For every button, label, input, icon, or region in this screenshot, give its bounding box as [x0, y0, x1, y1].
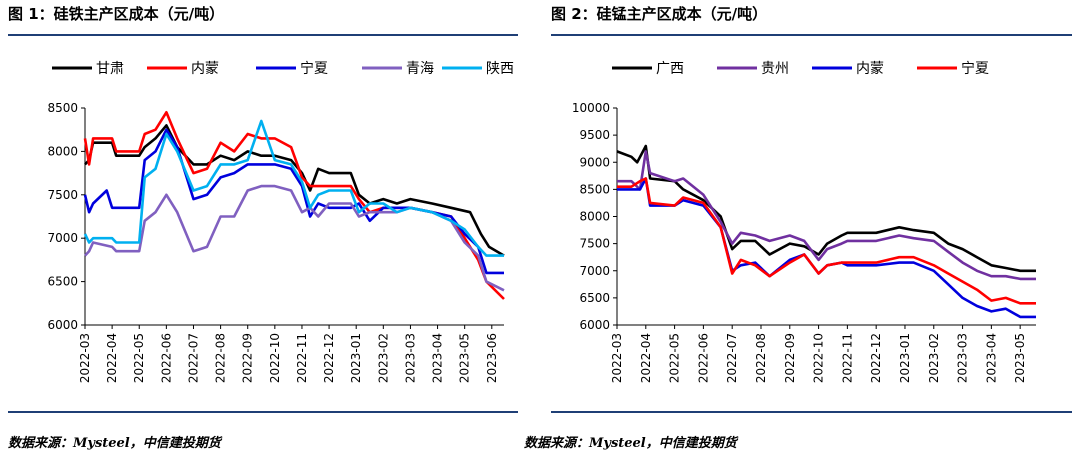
- y-tick-label: 8500: [579, 182, 610, 196]
- y-tick-label: 9000: [579, 155, 610, 169]
- x-tick-label: 2022-09: [241, 333, 255, 383]
- y-tick-label: 6000: [579, 318, 610, 332]
- y-tick-label: 8500: [47, 101, 78, 115]
- x-tick-label: 2022-08: [754, 333, 768, 383]
- y-tick-label: 6500: [47, 275, 78, 289]
- x-tick-label: 2022-07: [725, 333, 739, 383]
- series-line-广西: [616, 144, 1036, 273]
- chart1-source: 数据来源：Mysteel，中信建投期货: [8, 436, 221, 451]
- x-tick-label: 2022-11: [840, 333, 854, 383]
- x-tick-label: 2022-11: [295, 333, 309, 383]
- x-tick-label: 2023-02: [927, 333, 941, 383]
- chart2: 6000 6500 7000 7500 8000 8500 9000 9500 10000 202…: [572, 60, 1036, 383]
- x-tick-label: 2023-03: [956, 333, 970, 383]
- chart1: 6000 6500 7000 7500 8000 8500 2022-03 2022-04 20…: [47, 60, 514, 383]
- x-tick-label: 2023-01: [898, 333, 912, 383]
- x-tick-label: 2023-04: [984, 333, 998, 383]
- legend-label: 青海: [406, 61, 434, 77]
- y-tick-label: 7500: [579, 237, 610, 251]
- chart1-title: 图 1：硅铁主产区成本（元/吨）: [8, 5, 225, 23]
- y-tick-label: 8000: [579, 210, 610, 224]
- x-tick-label: 2022-05: [668, 333, 682, 383]
- x-tick-label: 2022-10: [268, 333, 282, 383]
- chart2-title: 图 2：硅锰主产区成本（元/吨）: [551, 5, 768, 23]
- y-tick-label: 10000: [572, 101, 610, 115]
- x-tick-label: 2022-07: [186, 333, 200, 383]
- legend-label: 内蒙: [856, 61, 884, 77]
- y-tick-label: 6000: [47, 318, 78, 332]
- x-tick-label: 2023-02: [376, 333, 390, 383]
- chart2-bottom-rule: [551, 411, 1072, 413]
- legend-label: 宁夏: [300, 60, 328, 77]
- x-tick-label: 2023-04: [431, 333, 445, 383]
- y-tick-label: 7000: [47, 231, 78, 245]
- x-tick-label: 2023-03: [403, 333, 417, 383]
- chart2-source: 数据来源：Mysteel，中信建投期货: [524, 436, 737, 451]
- chart1-title-rule: [8, 34, 518, 36]
- y-tick-label: 6500: [579, 291, 610, 305]
- series-line-宁夏: [83, 128, 504, 275]
- x-tick-label: 2022-12: [322, 333, 336, 383]
- series-line-青海: [84, 184, 505, 292]
- legend-label: 陕西: [486, 61, 514, 77]
- x-tick-label: 2022-04: [639, 333, 653, 383]
- chart1-bottom-rule: [8, 411, 518, 413]
- legend-label: 甘肃: [96, 61, 124, 77]
- x-tick-label: 2022-05: [132, 333, 146, 383]
- legend-label: 宁夏: [961, 60, 989, 77]
- series-line-甘肃: [84, 124, 505, 257]
- x-tick-label: 2022-06: [159, 333, 173, 383]
- x-tick-label: 2022-12: [869, 333, 883, 383]
- y-tick-label: 7000: [579, 264, 610, 278]
- x-tick-label: 2022-09: [783, 333, 797, 383]
- series-line-陕西: [83, 119, 504, 257]
- series-line-宁夏: [617, 177, 1036, 305]
- x-tick-label: 2023-05: [1013, 333, 1027, 383]
- series-line-贵州: [617, 150, 1036, 281]
- x-tick-label: 2022-06: [696, 333, 710, 383]
- legend-label: 贵州: [761, 61, 789, 77]
- x-tick-label: 2022-03: [610, 333, 624, 383]
- chart2-title-rule: [551, 34, 1072, 36]
- x-tick-label: 2022-08: [214, 333, 228, 383]
- y-tick-label: 8000: [47, 144, 78, 158]
- x-tick-label: 2022-03: [78, 333, 92, 383]
- x-tick-label: 2022-04: [105, 333, 119, 383]
- y-tick-label: 7500: [47, 188, 78, 202]
- legend-label: 内蒙: [191, 61, 219, 77]
- y-tick-label: 9500: [579, 128, 610, 142]
- legend-label: 广西: [656, 61, 684, 77]
- x-tick-label: 2023-06: [485, 333, 499, 383]
- x-tick-label: 2023-05: [458, 333, 472, 383]
- x-tick-label: 2023-01: [349, 333, 363, 383]
- x-tick-label: 2022-10: [812, 333, 826, 383]
